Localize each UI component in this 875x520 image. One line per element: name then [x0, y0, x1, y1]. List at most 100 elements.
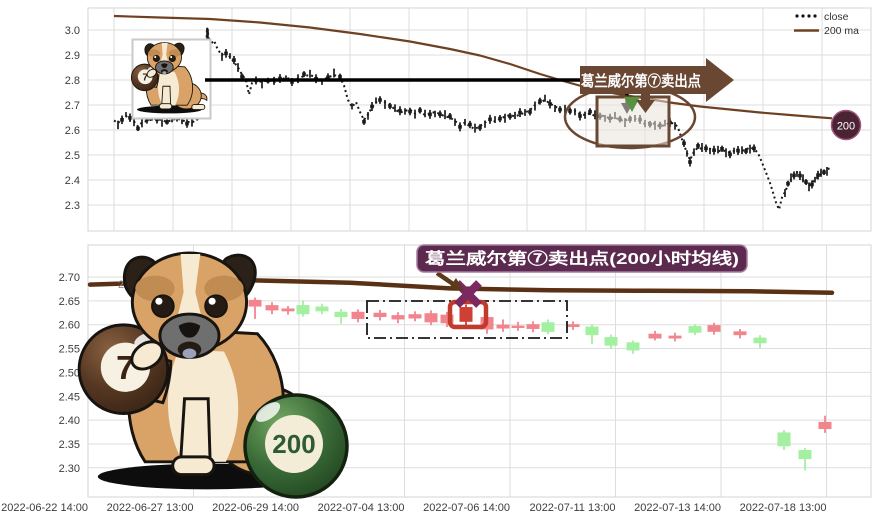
- candle-body: [185, 121, 189, 126]
- y-tick-label-top: 2.4: [65, 175, 80, 187]
- candle-body: [326, 75, 330, 80]
- candle-body: [604, 337, 618, 346]
- y-tick-label-top: 2.8: [65, 75, 80, 87]
- legend-close-label: close: [824, 11, 849, 23]
- candle-body: [548, 102, 552, 106]
- candle-body: [508, 114, 512, 119]
- close-dotted-line: [113, 26, 831, 211]
- candle-body: [296, 305, 310, 315]
- y-tick-label-bottom: 2.65: [59, 296, 80, 308]
- resistance-line-arrow: [205, 78, 629, 104]
- top-panel-border: [87, 7, 872, 232]
- candle-body: [458, 125, 462, 129]
- callout-bottom-box: [416, 244, 748, 273]
- sell-point-callout-top-label: 葛兰威尔第⑦卖出点: [580, 72, 701, 90]
- candle-body: [448, 114, 452, 119]
- legend-dot: [801, 14, 805, 18]
- candle-body: [668, 335, 682, 339]
- y-tick-label-top: 2.5: [65, 150, 80, 162]
- candle-body: [128, 115, 132, 120]
- candle-body: [528, 110, 532, 114]
- sell-signal-triangle-icon: [624, 97, 640, 112]
- candle-body: [518, 110, 522, 115]
- candle-body: [478, 125, 482, 130]
- badge-circle: [830, 109, 862, 141]
- candle-body: [373, 312, 387, 318]
- ma-200-line-top: [113, 14, 833, 120]
- candle-body: [440, 314, 454, 324]
- candle-body: [459, 307, 473, 322]
- candle-body: [538, 99, 542, 103]
- legend-dot: [795, 14, 799, 18]
- candle-body: [585, 326, 599, 336]
- legend: close 200 ma: [794, 11, 859, 37]
- candle-body: [688, 326, 702, 333]
- x-tick-label: 2022-06-22 14:00: [1, 502, 88, 514]
- x-tick-label: 2022-06-27 13:00: [107, 502, 194, 514]
- candle-body: [588, 109, 592, 114]
- legend-dot: [813, 14, 817, 18]
- ball-200-circle: [265, 415, 323, 473]
- candle-body: [418, 108, 422, 113]
- candle-body: [804, 180, 808, 184]
- candle-body: [816, 173, 820, 177]
- y-tick-label-top: 2.3: [65, 200, 80, 212]
- candle-body: [810, 182, 814, 187]
- brown-down-arrow-head: [636, 100, 655, 113]
- bottom-series-layer: [87, 278, 835, 471]
- candle-body: [822, 170, 826, 175]
- candle-body: [265, 305, 279, 311]
- y-tick-label-bottom: 2.30: [59, 463, 80, 475]
- candle-body: [648, 333, 662, 339]
- y-tick-label-bottom: 2.50: [59, 367, 80, 379]
- y-tick-label-bottom: 2.40: [59, 415, 80, 427]
- candle-body: [498, 116, 502, 121]
- candle-body: [281, 308, 295, 312]
- x-tick-label: 2022-07-11 13:00: [529, 502, 615, 514]
- candle-body: [388, 104, 392, 108]
- top-annotations: 葛兰威尔第⑦卖出点 close 200 ma 200: [205, 11, 862, 150]
- candle-body: [232, 58, 236, 62]
- callout-pointer-arrow-icon: [435, 271, 464, 291]
- top-mascot-frame: [130, 38, 212, 120]
- candle-body: [696, 144, 700, 148]
- candle-body: [136, 126, 140, 131]
- legend-dot: [807, 14, 811, 18]
- candle-body: [526, 324, 540, 329]
- marked-candle-box: [447, 299, 489, 330]
- candle-body: [707, 325, 721, 332]
- callout-pointer-head: [449, 278, 464, 291]
- y-tick-label-top: 2.6: [65, 125, 80, 137]
- y-tick-label-bottom: 2.35: [59, 439, 80, 451]
- candle-body: [351, 311, 365, 319]
- sell-zone-rect: [595, 95, 671, 148]
- ball-200-gloss: [255, 402, 281, 422]
- callout-arrow-shape: [580, 58, 734, 102]
- candle-body: [240, 74, 244, 79]
- candle-body: [391, 315, 405, 320]
- candle-body: [568, 109, 572, 113]
- candle-body: [626, 342, 640, 351]
- y-tick-label-bottom: 2.70: [59, 272, 80, 284]
- y-tick-label-bottom: 2.60: [59, 320, 80, 332]
- candle-body: [468, 122, 472, 127]
- candle-body: [752, 146, 756, 151]
- candle-body: [362, 119, 366, 124]
- candle-body: [428, 112, 432, 117]
- candle-body: [688, 160, 692, 164]
- x-tick-label: 2022-07-06 14:00: [423, 502, 510, 514]
- legend-ma-label: 200 ma: [824, 25, 859, 37]
- candle-body: [438, 112, 442, 117]
- candle-body: [733, 331, 747, 336]
- top-series-layer: [113, 14, 833, 211]
- y-tick-label-bottom: 2.55: [59, 344, 80, 356]
- badge-label: 200: [837, 121, 855, 133]
- candle-body: [165, 120, 169, 124]
- candle-body: [578, 114, 582, 118]
- y-tick-label-top: 2.9: [65, 50, 80, 62]
- y-tick-label-top: 3.0: [65, 25, 80, 37]
- candle-body: [334, 311, 348, 318]
- candle-body: [496, 324, 510, 329]
